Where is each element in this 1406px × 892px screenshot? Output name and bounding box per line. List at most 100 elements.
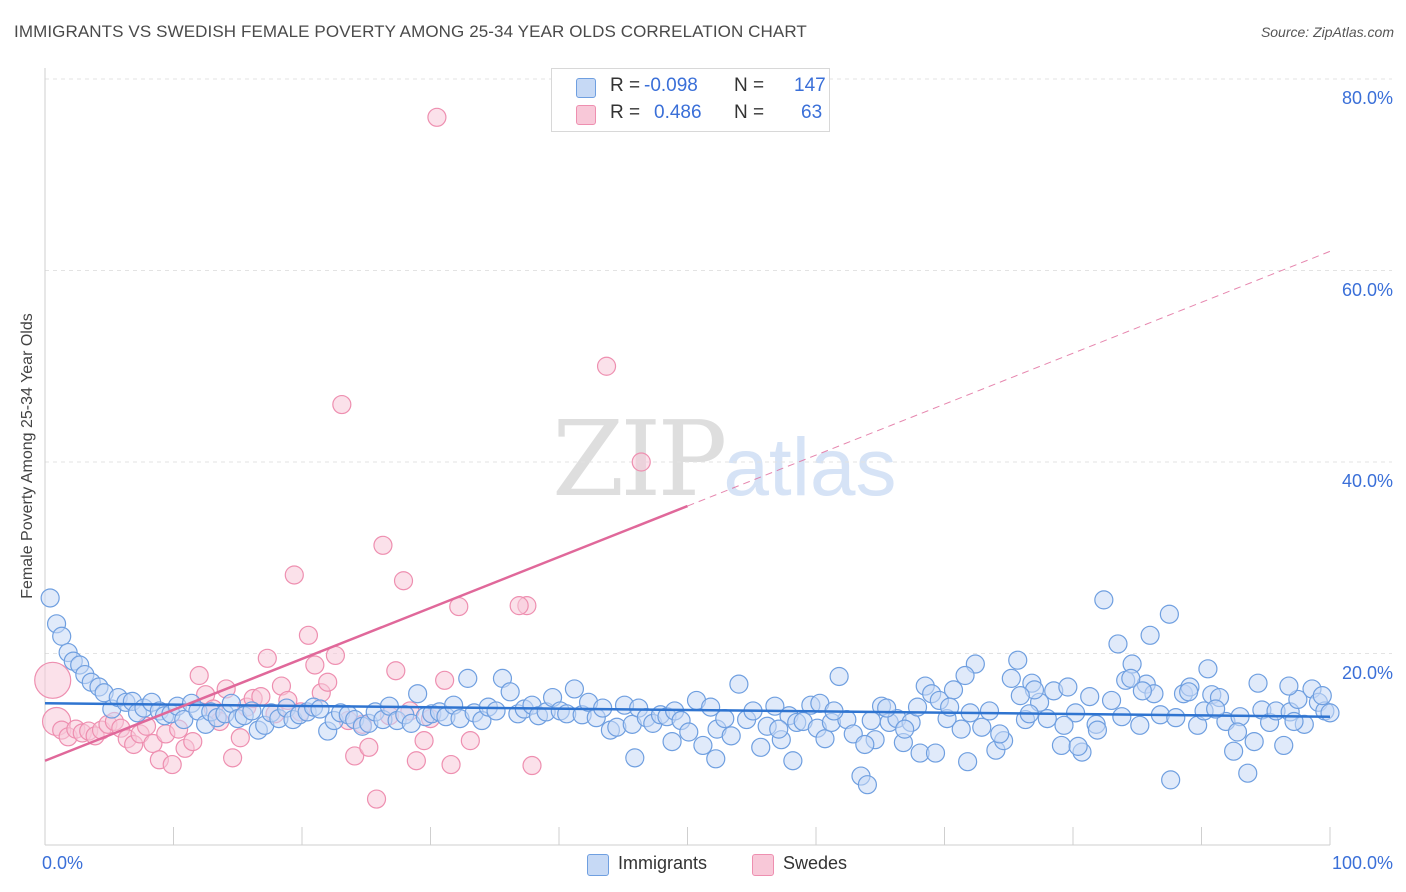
swedes-point <box>257 648 277 668</box>
immigrants-point <box>715 709 735 729</box>
legend-r-label: R = <box>610 102 641 123</box>
immigrants-point <box>52 626 72 646</box>
swedes-point <box>318 672 338 692</box>
immigrants-point <box>783 751 803 771</box>
immigrants-point <box>1279 676 1299 696</box>
immigrants-point <box>1068 736 1088 756</box>
immigrants-point <box>625 748 645 768</box>
swedes-point <box>427 107 447 127</box>
immigrants-point <box>679 722 699 742</box>
immigrants-point <box>486 701 506 721</box>
immigrants-point <box>829 666 849 687</box>
immigrants-point <box>1140 625 1160 645</box>
immigrants-point <box>174 709 194 730</box>
immigrants-point <box>1198 659 1218 679</box>
swedes-point <box>298 625 319 645</box>
immigrants-swatch <box>576 78 596 98</box>
immigrants-point <box>1094 590 1114 610</box>
swedes-point <box>223 748 243 768</box>
x-tick-label: 0.0% <box>42 853 84 873</box>
immigrants-point <box>1010 686 1030 706</box>
immigrants-point <box>1166 708 1186 728</box>
swedes-point <box>284 565 304 585</box>
swedes-point <box>366 789 387 809</box>
immigrants-point <box>1051 735 1072 756</box>
immigrants-point <box>701 697 721 717</box>
immigrants-point <box>1320 703 1340 723</box>
immigrants-point <box>564 679 585 699</box>
legend-n-label: N = <box>734 102 765 123</box>
swedes-point <box>183 731 203 752</box>
immigrants-point <box>855 734 875 755</box>
immigrants-point <box>1161 770 1181 790</box>
immigrants-point <box>1037 709 1057 729</box>
immigrants-point <box>895 719 915 739</box>
immigrants-point <box>1274 735 1294 756</box>
immigrants-point <box>408 684 428 704</box>
immigrants-point <box>979 701 1000 721</box>
swedes-point <box>162 754 182 775</box>
swedes-point <box>345 746 365 766</box>
swedes-point <box>509 596 529 616</box>
immigrants-point <box>1206 699 1226 719</box>
immigrants-point <box>693 735 713 756</box>
immigrants-point <box>861 710 881 731</box>
swedes-trend-line <box>44 504 688 762</box>
swedes-swatch <box>752 854 774 876</box>
immigrants-point <box>943 680 964 700</box>
immigrants-point <box>310 699 330 719</box>
swedes-point <box>332 394 352 415</box>
immigrants-point <box>1080 686 1100 707</box>
immigrants-point <box>1112 707 1132 727</box>
immigrants-points <box>40 588 1340 795</box>
immigrants-point <box>769 719 789 739</box>
immigrants-point <box>1058 677 1078 697</box>
y-tick-label: 80.0% <box>1341 88 1393 108</box>
trend-lines <box>44 250 1331 762</box>
swedes-point <box>373 535 393 555</box>
grid-lines <box>45 78 1392 654</box>
correlation-legend: R = -0.098 N = 147 R = 0.486 N = 63 <box>551 68 830 132</box>
legend-r-value: -0.098 <box>644 75 698 96</box>
watermark-atlas: atlas <box>723 422 897 513</box>
immigrants-point <box>1288 689 1308 710</box>
swedes-point <box>631 452 651 472</box>
swedes-point <box>189 665 209 686</box>
legend-n-value: 63 <box>801 102 823 123</box>
swedes-point <box>393 571 414 591</box>
swedes-swatch <box>576 105 596 125</box>
swedes-point <box>143 733 163 754</box>
immigrants-point <box>958 752 978 772</box>
immigrants-point <box>1008 650 1028 670</box>
swedes-point <box>386 661 406 681</box>
swedes-point <box>230 728 250 748</box>
immigrants-point <box>925 743 946 763</box>
immigrants-point <box>662 731 682 752</box>
swedes-point <box>460 731 480 751</box>
watermark: ZIPatlas <box>552 398 897 520</box>
y-axis-label: Female Poverty Among 25-34 Year Olds <box>19 313 36 599</box>
swedes-trend-extension <box>687 250 1331 507</box>
immigrants-point <box>1238 763 1258 783</box>
source-label: Source: ZipAtlas.com <box>1260 24 1394 40</box>
swedes-point <box>34 661 72 699</box>
immigrants-point <box>1227 722 1248 742</box>
immigrants-point <box>1159 604 1179 624</box>
swedes-point <box>522 755 542 776</box>
swedes-point <box>414 731 434 751</box>
legend-r-label: R = <box>610 75 641 96</box>
swedes-point <box>596 356 617 376</box>
y-tick-label: 60.0% <box>1341 279 1393 300</box>
immigrants-point <box>1130 715 1150 735</box>
y-tick-label: 40.0% <box>1341 471 1393 491</box>
immigrants-point <box>815 729 835 749</box>
immigrants-point <box>1224 741 1244 761</box>
immigrants-trend-line <box>44 702 1331 718</box>
swedes-point <box>441 754 461 775</box>
legend-n-value: 147 <box>794 75 826 96</box>
immigrants-point <box>972 717 992 737</box>
immigrants-point <box>1054 715 1074 735</box>
immigrants-point <box>500 682 520 702</box>
immigrants-point <box>458 668 478 688</box>
immigrants-point <box>990 724 1010 744</box>
